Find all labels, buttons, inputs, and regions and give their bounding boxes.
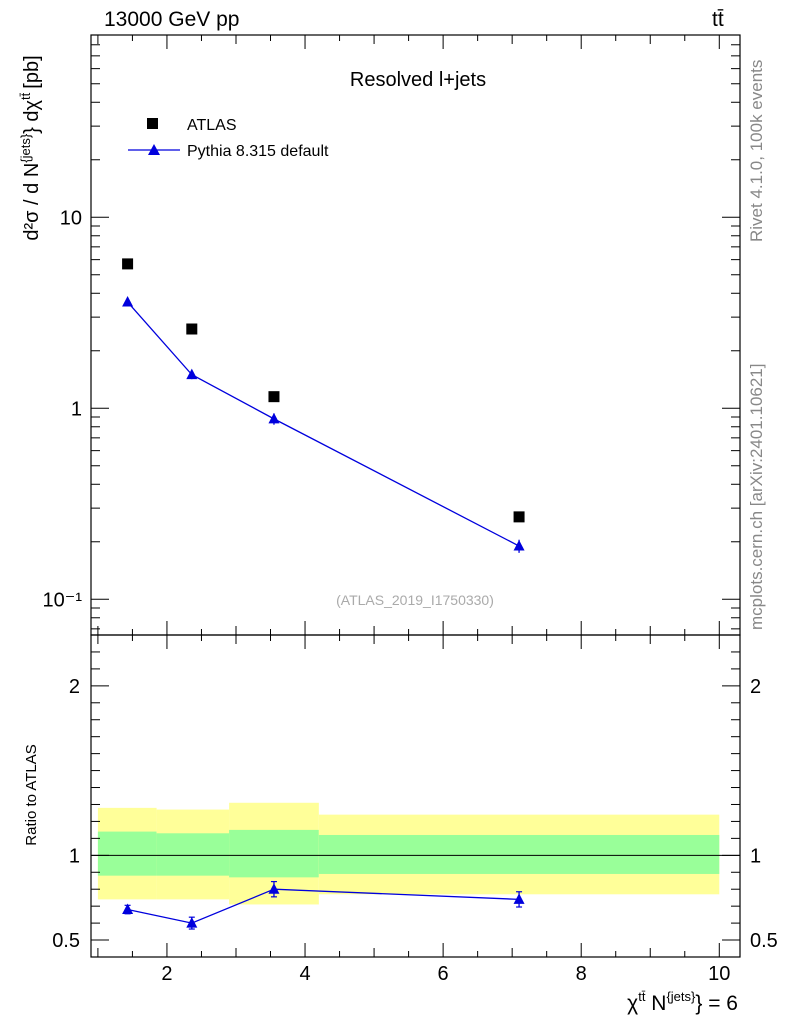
atlas-point-3	[513, 511, 525, 523]
y-axis-label: d²σ / d N{jets}} dχtt̄ [pb]	[18, 55, 43, 240]
ratio-inner-band-3	[318, 834, 720, 874]
pythia-line	[127, 301, 520, 547]
ratio-pythia-point-2	[268, 883, 280, 894]
y-axis-label-unit: [pb]	[21, 55, 43, 88]
ratio-y-axis-label: Ratio to ATLAS	[23, 744, 40, 845]
axis-ticks	[91, 34, 740, 957]
analysis-tag: (ATLAS_2019_I1750330)	[336, 592, 494, 608]
ratio-y-tick-label-right-1: 1	[750, 845, 761, 867]
y-axis-label-jets-sup: {jets}	[18, 133, 33, 163]
axis-tick-labels: 2 4 6 8 10 10⁻¹ 1 10 0.5 0.5 1 1 2 2	[43, 207, 778, 985]
legend-pythia-marker	[148, 144, 160, 155]
main-series-layer	[122, 258, 525, 553]
ratio-y-tick-label-right-0: 0.5	[750, 930, 778, 952]
y-axis-label-tt-sup: tt̄	[18, 92, 33, 100]
y-axis-label-dchi: } dχ	[21, 99, 43, 133]
x-axis-label: χtt̄ N{jets}} = 6	[627, 989, 738, 1015]
ratio-pythia-point-3	[513, 893, 525, 904]
x-tick-label-4: 4	[299, 963, 310, 985]
ratio-inner-band-1	[156, 833, 230, 876]
ratio-pythia-point-0	[122, 903, 134, 915]
x-axis-label-tt-sup: tt̄	[638, 989, 646, 1004]
x-tick-label-8: 8	[576, 963, 587, 985]
x-axis-label-jets-sup: {jets}	[666, 989, 696, 1004]
ratio-series-layer	[122, 880, 525, 930]
x-axis-label-chi: χ	[627, 992, 638, 1015]
y-tick-label-0: 10⁻¹	[43, 589, 83, 611]
header-left-label: 13000 GeV pp	[104, 8, 240, 31]
y-axis-label-d2sigma: d²σ / d N	[21, 163, 43, 241]
atlas-point-2	[268, 391, 280, 403]
ratio-y-tick-label-left-0: 0.5	[52, 930, 80, 952]
ratio-y-tick-label-right-2: 2	[750, 676, 761, 698]
ratio-pythia-line	[127, 888, 520, 924]
x-tick-label-6: 6	[438, 963, 449, 985]
ratio-uncertainty-bands	[97, 802, 720, 905]
x-tick-label-10: 10	[708, 963, 730, 985]
pythia-point-2	[268, 412, 280, 424]
ratio-y-tick-label-left-1: 1	[69, 845, 80, 867]
atlas-point-1	[186, 323, 198, 335]
ratio-plot-frame	[90, 634, 741, 958]
pythia-point-3	[513, 540, 525, 551]
header-right-label: tt̄	[712, 8, 724, 31]
y-tick-label-1: 1	[71, 398, 82, 420]
x-axis-label-eq: } = 6	[695, 992, 738, 1015]
y-tick-label-2: 10	[60, 207, 82, 229]
legend-pythia-label: Pythia 8.315 default	[187, 143, 329, 160]
chart-title: Resolved l+jets	[350, 69, 486, 91]
ratio-inner-band-2	[229, 829, 319, 878]
x-axis-label-n: N	[645, 992, 666, 1015]
pythia-point-1	[186, 368, 198, 380]
atlas-point-0	[122, 258, 134, 270]
pythia-point-0	[122, 296, 134, 307]
x-tick-label-2: 2	[161, 963, 172, 985]
legend-atlas-label: ATLAS	[187, 117, 237, 134]
ratio-y-tick-label-left-2: 2	[69, 676, 80, 698]
legend-atlas-marker	[147, 118, 158, 129]
ratio-inner-band-0	[97, 831, 157, 876]
ratio-pythia-point-1	[186, 917, 198, 928]
